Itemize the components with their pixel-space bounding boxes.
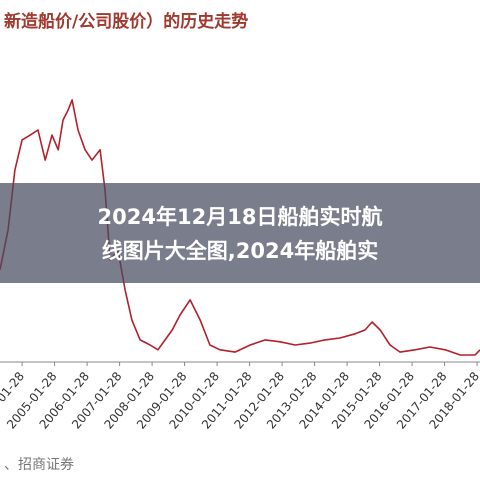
overlay-text: 线图片大全图,2024年船舶实 <box>102 239 378 263</box>
data-line <box>0 99 480 356</box>
chart-title: 新造船价/公司股价）的历史走势 <box>4 11 248 32</box>
overlay-text: 2024年12月18日船舶实时航 <box>98 205 383 229</box>
source-note: 、招商证券 <box>4 457 74 473</box>
overlay-banner <box>0 183 480 283</box>
